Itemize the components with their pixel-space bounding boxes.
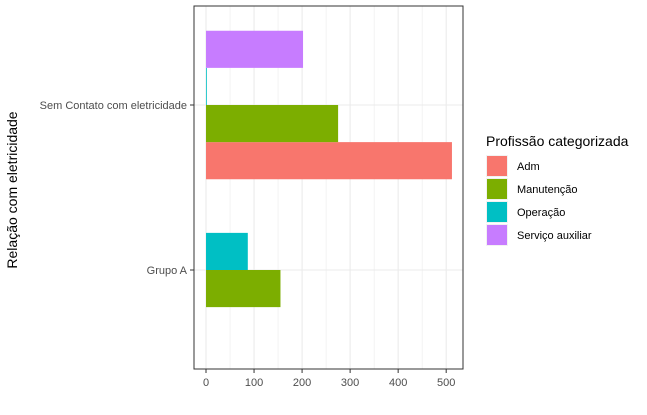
y-tick-label: Grupo A <box>147 265 188 277</box>
y-axis-title: Relação com eletricidade <box>4 111 20 268</box>
panel-border <box>193 5 464 370</box>
bar-opera-o-1 <box>206 67 207 105</box>
bar-servi-o-auxiliar-1 <box>206 30 304 68</box>
bar-manuten-o-1 <box>206 105 339 143</box>
legend-key-manuten-o <box>487 179 507 199</box>
legend-title: Profissão categorizada <box>486 133 629 149</box>
x-tick-label: 400 <box>389 377 407 389</box>
bar-opera-o-0 <box>206 232 248 270</box>
bar-adm-1 <box>206 142 452 180</box>
x-tick-label: 100 <box>245 377 263 389</box>
legend-key-servi-o-auxiliar <box>487 225 507 245</box>
legend-label: Manutenção <box>517 184 578 196</box>
plot-panel <box>193 5 464 370</box>
legend: Profissão categorizada Adm Manutenção Oper… <box>486 133 629 246</box>
bar-manuten-o-0 <box>206 270 281 308</box>
legend-label: Adm <box>517 161 540 173</box>
x-tick-label: 200 <box>293 377 311 389</box>
x-axis: 0 100 200 300 400 500 <box>203 369 455 389</box>
legend-key-adm <box>487 156 507 176</box>
x-tick-label: 500 <box>437 377 455 389</box>
y-axis: Grupo A Sem Contato com eletricidade <box>40 100 194 277</box>
x-tick-label: 300 <box>341 377 359 389</box>
legend-label: Serviço auxiliar <box>517 230 592 242</box>
y-tick-label: Sem Contato com eletricidade <box>40 100 187 112</box>
legend-label: Operação <box>517 207 565 219</box>
x-tick-label: 0 <box>203 377 209 389</box>
legend-key-opera-o <box>487 202 507 222</box>
